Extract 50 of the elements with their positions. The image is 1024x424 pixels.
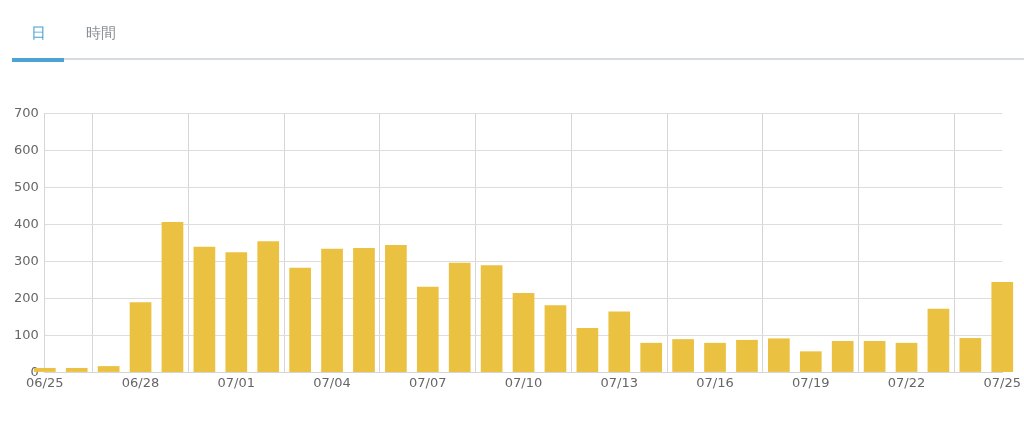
x-tick-label: 07/07 xyxy=(409,374,447,390)
bar xyxy=(321,248,343,372)
x-tick-label: 07/25 xyxy=(983,374,1021,390)
bar xyxy=(863,341,886,372)
bar xyxy=(289,267,311,372)
y-tick-label: 600 xyxy=(13,142,39,158)
bar xyxy=(576,328,599,372)
text: 日 xyxy=(12,24,64,62)
bar xyxy=(385,244,407,372)
bar xyxy=(257,241,280,372)
bar xyxy=(512,292,535,372)
bar xyxy=(416,286,439,372)
x-tick-label: 07/04 xyxy=(313,374,351,390)
bar xyxy=(129,302,152,372)
bar xyxy=(831,341,854,372)
y-tick-label: 500 xyxy=(13,179,39,195)
bar xyxy=(959,338,982,372)
y-tick-label: 200 xyxy=(13,289,39,305)
bar xyxy=(193,246,216,372)
bar xyxy=(736,339,758,372)
y-tick-label: 100 xyxy=(13,326,39,342)
y-tick-label: 300 xyxy=(13,252,39,268)
bar xyxy=(927,308,950,372)
x-tick-label: 06/28 xyxy=(121,374,160,390)
bar xyxy=(544,305,567,372)
bar xyxy=(161,222,184,372)
bar xyxy=(353,247,375,372)
bar xyxy=(608,311,631,372)
bar xyxy=(97,366,120,372)
bar xyxy=(799,351,822,372)
bar xyxy=(480,265,503,372)
bar xyxy=(672,339,694,372)
x-tick-label: 07/01 xyxy=(217,374,256,390)
bar xyxy=(768,338,790,372)
x-tick-label: 07/22 xyxy=(887,374,926,390)
y-tick-label: 700 xyxy=(13,105,39,121)
bar xyxy=(65,367,88,372)
bar xyxy=(704,342,726,372)
text: 時間 xyxy=(85,24,117,44)
x-tick-label: 07/10 xyxy=(504,374,543,390)
x-tick-label: 06/25 xyxy=(26,374,64,390)
y-tick-label: 400 xyxy=(13,216,39,231)
bar xyxy=(991,281,1014,372)
bar xyxy=(448,262,471,372)
x-tick-label: 07/19 xyxy=(792,374,830,390)
bar xyxy=(225,252,248,372)
x-tick-label: 07/16 xyxy=(696,374,734,390)
x-tick-label: 07/13 xyxy=(600,374,639,390)
bar xyxy=(895,342,918,372)
bar xyxy=(640,342,663,372)
